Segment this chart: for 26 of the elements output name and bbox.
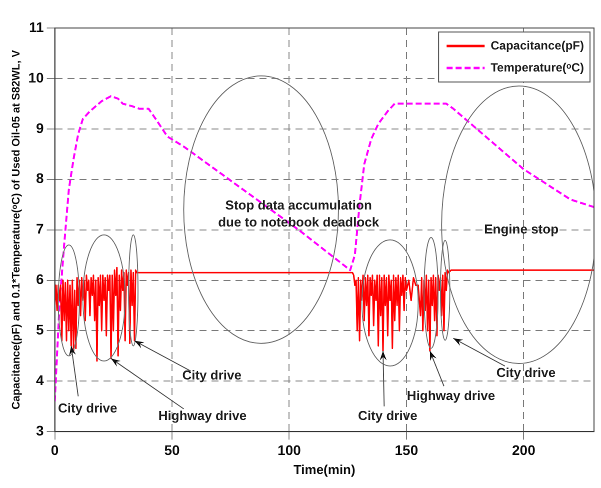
y-tick-label: 3 — [36, 422, 44, 438]
annotation: City drive — [496, 365, 556, 380]
y-tick-label: 4 — [36, 372, 44, 388]
y-tick-label: 10 — [28, 69, 44, 86]
legend-label: Capacitance(pF) — [490, 38, 584, 52]
annotation: Highway drive — [158, 408, 247, 424]
x-tick-label: 200 — [512, 442, 536, 458]
x-tick-label: 0 — [50, 442, 59, 458]
x-axis-title: Time(min) — [293, 462, 356, 477]
y-tick-label: 7 — [36, 220, 44, 237]
x-tick-label: 100 — [278, 442, 302, 458]
annotation: Engine stop — [484, 221, 559, 236]
y-tick-label: 6 — [36, 271, 44, 288]
x-tick-label: 50 — [164, 442, 180, 458]
y-axis-title: Capacitance(pF) and 0.1*Temperature(ᵒC) of Used Oil-05 at S82WL, V — [10, 49, 23, 410]
y-tick-label: 11 — [28, 18, 44, 35]
x-tick-label: 150 — [394, 442, 418, 458]
annotation: Highway drive — [406, 388, 496, 403]
y-tick-label: 5 — [36, 322, 44, 338]
line-series — [54, 95, 594, 402]
annotation: City drive — [58, 400, 118, 416]
annotation: City drive — [358, 408, 418, 424]
y-tick-label: 9 — [36, 120, 44, 136]
y-tick-label: 8 — [36, 170, 44, 186]
annotation: City drive — [182, 368, 242, 383]
legend-label: Temperature(ᵒC) — [490, 60, 584, 74]
